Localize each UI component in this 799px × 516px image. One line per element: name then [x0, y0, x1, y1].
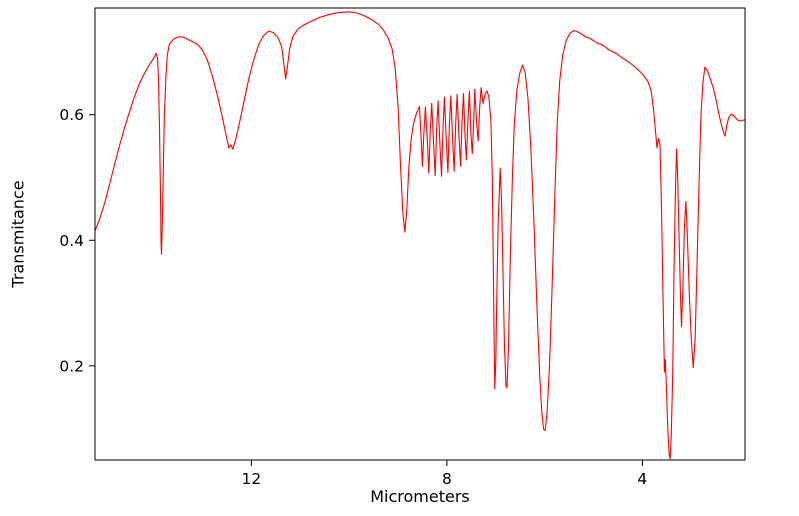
x-tick-label: 12: [242, 470, 262, 488]
x-axis-label: Micrometers: [370, 487, 470, 506]
axes-box: [94, 7, 746, 461]
x-tick-label: 4: [637, 470, 647, 488]
y-axis-label: Transmitance: [8, 180, 28, 288]
y-tick-label: 0.6: [59, 106, 84, 124]
spectrum-line: [95, 11, 745, 460]
y-tick-label: 0.4: [59, 232, 84, 250]
y-tick-label: 0.2: [59, 357, 84, 375]
x-tick-label: 8: [442, 470, 452, 488]
